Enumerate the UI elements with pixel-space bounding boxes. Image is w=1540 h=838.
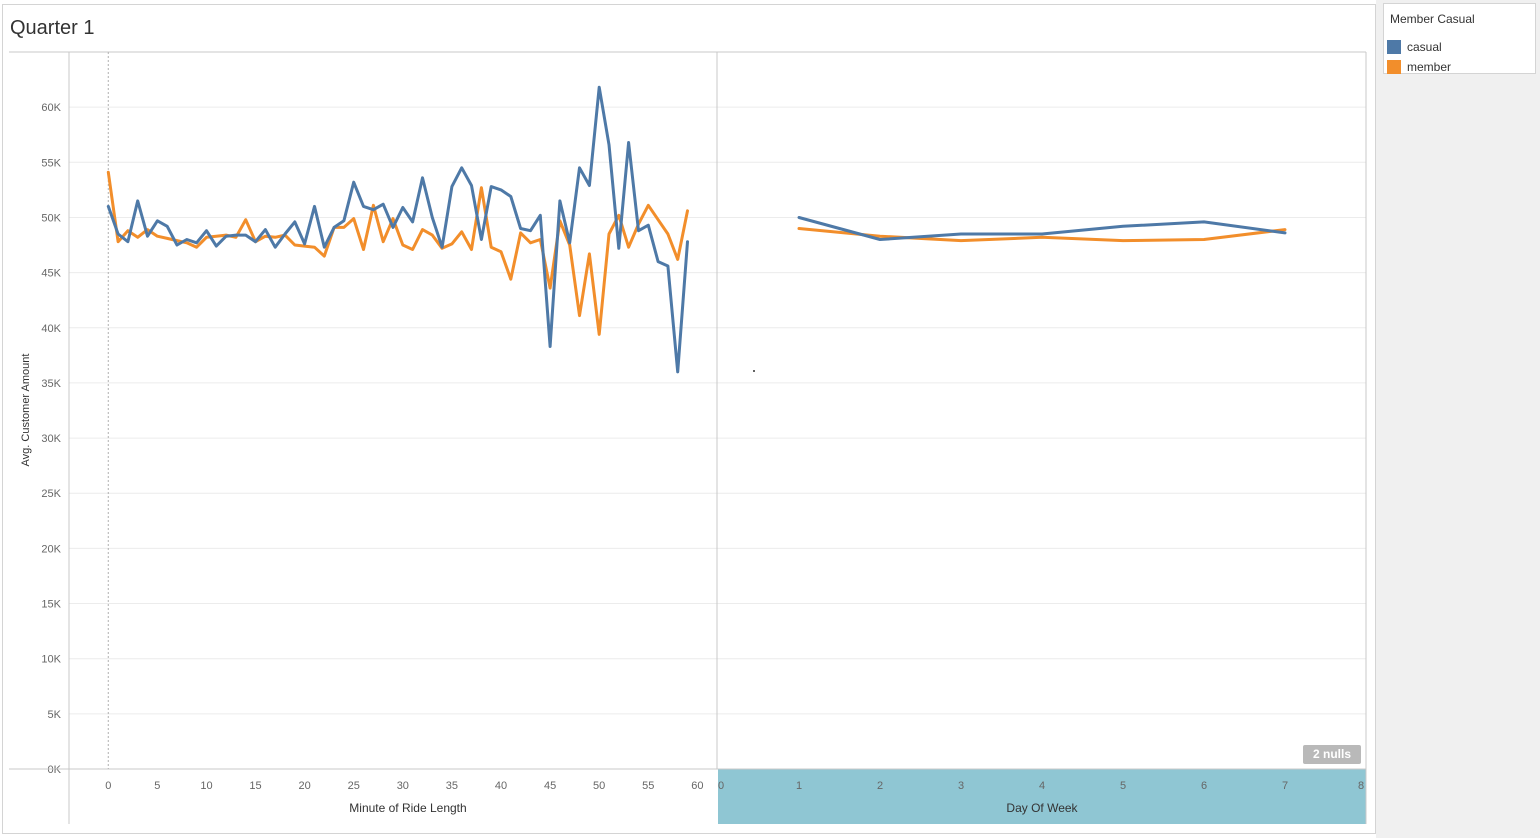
y-tick-label: 35K — [41, 378, 61, 390]
y-tick-label: 0K — [48, 764, 62, 776]
stray-mark — [753, 370, 755, 372]
x-tick-label: 0 — [718, 780, 724, 792]
worksheet-container — [2, 4, 1376, 834]
x-tick-label: 35 — [446, 780, 458, 792]
series-line-casual-minute — [106, 85, 689, 374]
legend-title: Member Casual — [1390, 12, 1475, 26]
y-tick-label: 55K — [41, 157, 61, 169]
x-tick-label: 60 — [691, 780, 703, 792]
x-tick-label: 20 — [299, 780, 311, 792]
series-line-casual-day-of-week — [797, 216, 1287, 241]
x-tick-label: 40 — [495, 780, 507, 792]
nulls-badge[interactable]: 2 nulls — [1303, 745, 1361, 764]
legend-item-member[interactable]: member — [1387, 59, 1451, 75]
y-tick-label: 30K — [41, 433, 61, 445]
y-tick-label: 40K — [41, 323, 61, 335]
series-line-member-minute — [106, 170, 689, 336]
y-tick-label: 60K — [41, 102, 61, 114]
legend[interactable]: Member Casual casual member — [1383, 3, 1536, 74]
x-tick-label: 10 — [200, 780, 212, 792]
x-tick-label: 25 — [348, 780, 360, 792]
line-chart: 0K 5K 10K 15K 20K 25K 30K 35K 40K 45K 50K 55K 60K Avg… — [9, 51, 1367, 824]
y-tick-label: 25K — [41, 488, 61, 500]
x-tick-label: 4 — [1039, 780, 1045, 792]
day-axis-band — [718, 769, 1366, 824]
x-tick-label: 7 — [1282, 780, 1288, 792]
y-tick-label: 15K — [41, 599, 61, 611]
y-tick-label: 5K — [48, 709, 62, 721]
x-tick-label: 5 — [1120, 780, 1126, 792]
x-tick-label: 1 — [796, 780, 802, 792]
legend-item-label: member — [1407, 60, 1452, 74]
x-tick-label: 30 — [397, 780, 409, 792]
x-axis-title: Minute of Ride Length — [349, 801, 466, 815]
x-tick-label: 8 — [1358, 780, 1364, 792]
x-tick-label: 2 — [877, 780, 883, 792]
x-tick-label: 0 — [105, 780, 111, 792]
x-axis-title: Day Of Week — [1006, 801, 1078, 815]
x-tick-label: 6 — [1201, 780, 1207, 792]
y-tick-label: 20K — [41, 543, 61, 555]
legend-item-label: casual — [1407, 40, 1442, 54]
right-panel — [1376, 0, 1540, 838]
x-tick-label: 3 — [958, 780, 964, 792]
x-tick-label: 45 — [544, 780, 556, 792]
y-axis-title: Avg. Customer Amount — [20, 354, 32, 467]
x-tick-label: 50 — [593, 780, 605, 792]
legend-item-casual[interactable]: casual — [1387, 39, 1442, 55]
series-line-member-day-of-week — [797, 227, 1287, 243]
y-tick-label: 45K — [41, 268, 61, 280]
x-tick-label: 5 — [154, 780, 160, 792]
casual-swatch — [1387, 40, 1401, 54]
member-swatch — [1387, 60, 1401, 74]
x-tick-label: 15 — [249, 780, 261, 792]
y-tick-label: 50K — [41, 212, 61, 224]
worksheet-title: Quarter 1 — [10, 17, 95, 39]
y-tick-label: 10K — [41, 654, 61, 666]
x-tick-label: 55 — [642, 780, 654, 792]
